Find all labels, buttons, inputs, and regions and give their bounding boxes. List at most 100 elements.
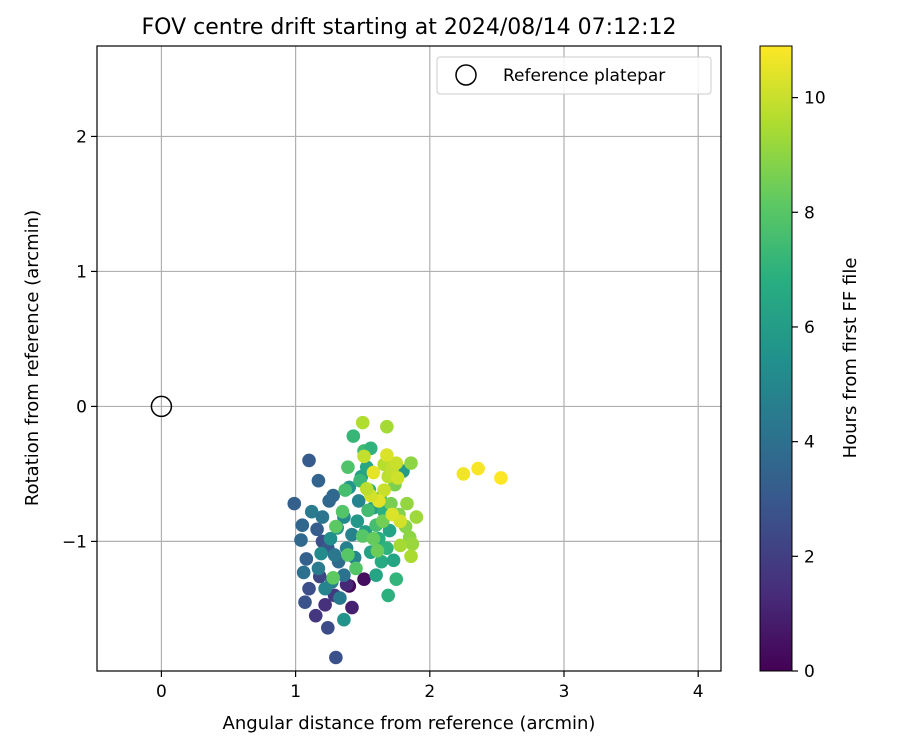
y-tick-label: 1: [76, 262, 87, 282]
data-point: [341, 460, 355, 474]
data-point: [376, 514, 390, 528]
grid-lines: [97, 46, 721, 671]
data-point: [327, 548, 342, 562]
data-point: [359, 481, 374, 496]
colorbar-ticks: 0 2 4 6 8 10: [792, 89, 826, 682]
legend-box: [436, 56, 712, 95]
y-tick-label: 0: [76, 397, 87, 417]
data-point: [494, 471, 508, 485]
data-point: [349, 561, 363, 576]
data-point: [385, 507, 400, 522]
reference-marker-layer: [150, 395, 173, 418]
data-point: [321, 621, 335, 635]
data-point: [374, 554, 389, 569]
data-point: [409, 510, 424, 524]
data-point: [400, 496, 414, 511]
data-point: [318, 581, 332, 596]
data-point: [404, 549, 418, 564]
data-point: [315, 510, 330, 524]
data-points: [287, 415, 508, 665]
data-point: [308, 608, 323, 623]
data-point: [366, 465, 381, 480]
y-axis-ticks: −1 0 1 2: [62, 127, 97, 552]
data-point: [404, 456, 418, 470]
data-point: [390, 471, 405, 485]
data-point: [456, 467, 471, 481]
legend: Reference platepar: [436, 56, 712, 95]
colorbar-gradient: [759, 45, 793, 672]
data-point: [380, 448, 394, 462]
x-tick-label: 1: [290, 682, 301, 702]
data-point: [310, 522, 324, 537]
x-tick-label: 0: [156, 682, 167, 702]
colorbar-tick-label: 10: [804, 89, 826, 109]
data-point: [298, 595, 312, 609]
y-tick-label: 2: [76, 127, 87, 147]
data-point: [333, 591, 347, 605]
data-point: [389, 456, 404, 470]
data-point: [302, 581, 316, 596]
data-point: [299, 552, 314, 566]
data-point: [337, 568, 351, 582]
data-point: [366, 531, 381, 546]
colorbar: 0 2 4 6 8 10 Hours from first FF file: [759, 45, 861, 682]
data-point: [350, 514, 365, 528]
x-tick-label: 4: [693, 682, 704, 702]
data-point: [384, 496, 398, 511]
data-point: [335, 504, 350, 519]
data-point: [329, 519, 343, 534]
data-point: [341, 548, 355, 562]
data-point: [296, 565, 311, 580]
colorbar-label: Hours from first FF file: [840, 258, 861, 459]
data-point: [377, 483, 391, 497]
data-point: [357, 449, 371, 464]
data-point: [329, 650, 343, 665]
reference-platepar-marker: [150, 395, 173, 418]
data-point: [351, 494, 366, 508]
data-point: [323, 531, 338, 546]
data-point: [355, 529, 370, 543]
colorbar-tick-label: 4: [804, 433, 815, 453]
x-axis-label: Angular distance from reference (arcmin): [223, 713, 596, 734]
data-point: [345, 600, 359, 615]
data-point: [337, 612, 351, 627]
data-point: [287, 496, 302, 511]
data-point: [295, 518, 310, 533]
data-point: [311, 473, 326, 488]
data-point: [346, 429, 361, 443]
data-point: [326, 571, 340, 585]
data-point: [304, 504, 319, 519]
colorbar-tick-label: 0: [804, 662, 815, 682]
data-point: [369, 568, 383, 582]
data-point: [386, 553, 401, 568]
colorbar-tick-label: 6: [804, 318, 815, 338]
data-point: [318, 598, 332, 612]
data-point: [361, 503, 375, 518]
data-point: [357, 572, 371, 587]
data-point: [380, 419, 394, 434]
data-point: [338, 483, 353, 497]
colorbar-tick-label: 8: [804, 203, 815, 223]
legend-marker-icon: [455, 64, 477, 86]
data-point: [326, 488, 340, 503]
x-tick-label: 3: [559, 682, 570, 702]
y-axis-label: Rotation from reference (arcmin): [22, 210, 43, 506]
x-axis-ticks: 0 1 2 3 4: [156, 671, 704, 702]
data-point: [382, 523, 397, 538]
data-point: [471, 461, 485, 476]
data-point: [370, 544, 385, 558]
data-point: [311, 561, 326, 576]
data-point: [345, 527, 359, 542]
legend-label: Reference platepar: [503, 66, 665, 86]
data-point: [405, 537, 420, 551]
data-point: [294, 533, 308, 547]
data-point: [381, 588, 396, 603]
data-point: [314, 546, 328, 561]
data-point: [389, 572, 404, 587]
chart-title: FOV centre drift starting at 2024/08/14 …: [142, 15, 677, 40]
y-tick-label: −1: [62, 532, 87, 552]
data-point: [355, 415, 370, 430]
data-point: [302, 453, 316, 468]
plot-frame: [96, 45, 722, 672]
